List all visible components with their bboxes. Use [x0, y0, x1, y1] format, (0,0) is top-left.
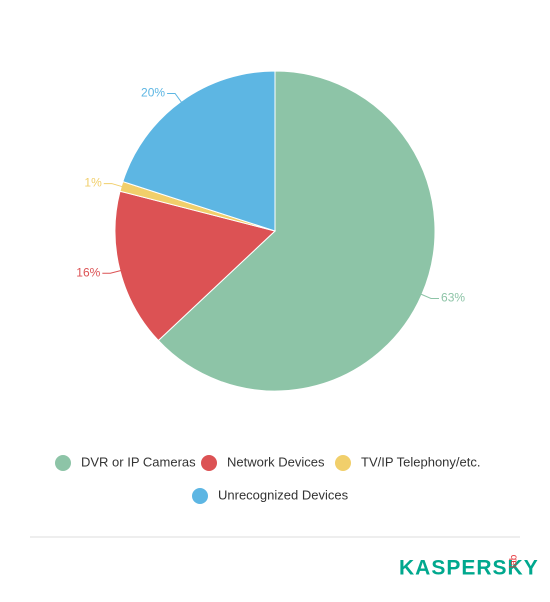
- logo-brand: KASPERSKY: [399, 557, 539, 580]
- legend-label: DVR or IP Cameras: [81, 454, 196, 469]
- data-label: 16%: [76, 265, 100, 279]
- legend-label: Unrecognized Devices: [218, 487, 349, 502]
- legend-swatch: [55, 455, 71, 471]
- legend-swatch: [201, 455, 217, 471]
- leader-line: [419, 293, 440, 300]
- leader-line: [103, 183, 124, 188]
- legend-label: Network Devices: [227, 454, 325, 469]
- data-label: 1%: [84, 176, 102, 190]
- data-label: 63%: [441, 291, 465, 305]
- leader-line: [102, 269, 123, 274]
- legend-label: TV/IP Telephony/etc.: [361, 454, 480, 469]
- leader-line: [167, 92, 183, 104]
- logo-suffix: lab: [509, 554, 520, 568]
- data-label: 20%: [141, 86, 165, 100]
- legend-swatch: [192, 488, 208, 504]
- legend-swatch: [335, 455, 351, 471]
